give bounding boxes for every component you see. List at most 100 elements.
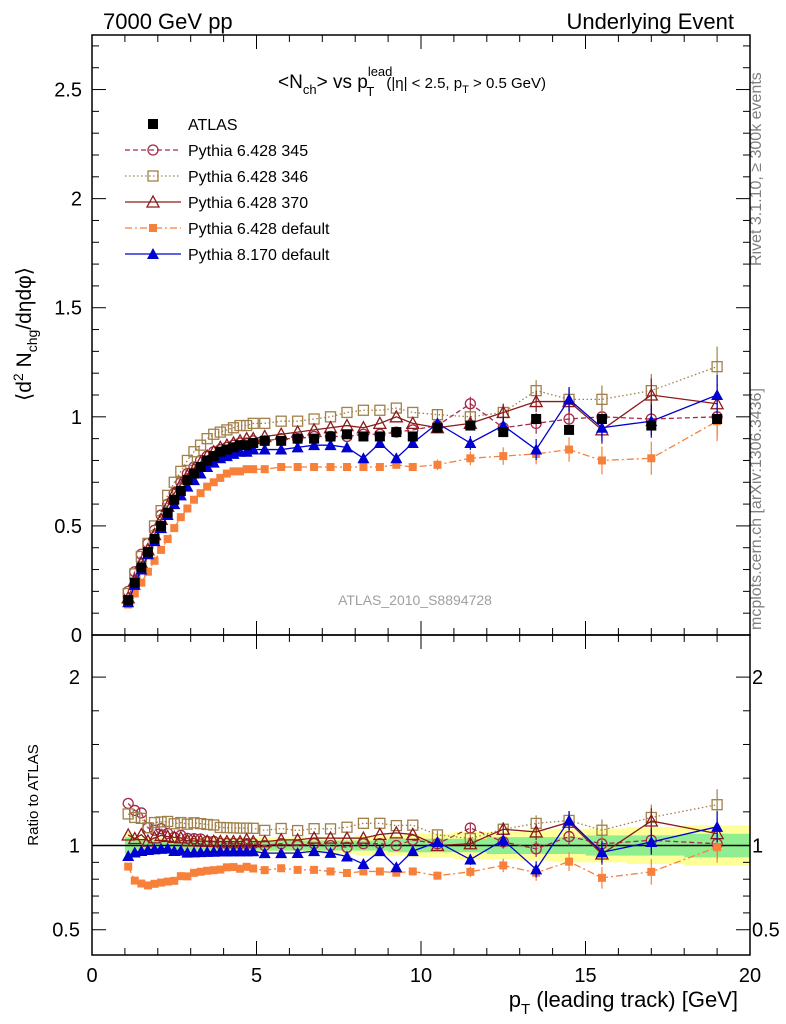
ratio-point (163, 877, 172, 886)
ratio-point (236, 864, 245, 873)
data-point (407, 431, 418, 442)
ratio-point (143, 881, 152, 890)
ratio-point (357, 817, 370, 829)
mc-point (150, 556, 159, 565)
mc-point (406, 437, 419, 448)
mc-point (221, 424, 233, 436)
ratio-point (170, 876, 179, 885)
data-point (142, 547, 153, 558)
y-tick-label: 1 (71, 407, 82, 429)
ratio-point (153, 828, 169, 842)
ratio-point (258, 847, 271, 859)
ratio-point (597, 873, 606, 882)
ratio-point (122, 850, 135, 862)
legend-label: Pythia 6.428 345 (188, 143, 308, 160)
ratio-point (372, 827, 387, 841)
data-point (221, 444, 232, 455)
mc-point (359, 463, 368, 471)
mc-point (275, 443, 288, 455)
mc-point (291, 441, 304, 453)
xlabel: pT (leading track) [GeV] (509, 987, 738, 1018)
series-line-2 (127, 366, 718, 594)
ratio-point (390, 839, 402, 852)
mc-point (407, 406, 419, 419)
ratio-point (375, 867, 384, 876)
ratio-point (291, 824, 304, 837)
mc-point (464, 398, 477, 410)
data-point (358, 431, 369, 442)
x-tick-label: 15 (574, 965, 596, 987)
mc-point (433, 460, 442, 469)
ratio-point (147, 830, 162, 844)
ratio-point (407, 819, 419, 831)
ratio-point (175, 816, 187, 829)
mc-point (203, 482, 212, 491)
main-panel-content (121, 346, 725, 609)
analysis-id: ATLAS_2010_S8894728 (338, 592, 492, 608)
mc-point (247, 417, 259, 430)
y-tick-label: 0.5 (54, 516, 82, 538)
mc-point (529, 394, 544, 408)
ratio-point (157, 878, 166, 887)
ratio-point (390, 861, 403, 873)
ratio-point (466, 867, 475, 876)
ratio-point (229, 863, 238, 872)
mc-point (711, 389, 724, 400)
ratio-point (257, 834, 272, 848)
data-point (325, 431, 336, 442)
ratio-point (340, 850, 353, 862)
ratio-point (406, 845, 419, 857)
y-tick-label: 1.5 (54, 298, 82, 320)
ratio-point (357, 858, 370, 870)
ratio-point (595, 846, 608, 858)
mc-point (176, 513, 185, 522)
ratio-point (647, 867, 656, 876)
mc-point (249, 465, 258, 474)
mc-point (227, 422, 240, 434)
ratio-point (183, 872, 192, 881)
x-tick-label: 20 (739, 965, 761, 987)
ratio-point (203, 866, 212, 875)
legend: ATLAS Pythia 6.428 345 Pythia 6.428 346 Pyt… (125, 117, 330, 264)
ratio-point (137, 879, 146, 888)
ratio-point (194, 818, 207, 830)
mc-point (234, 419, 246, 432)
ratio-point (227, 822, 240, 834)
mc-point (711, 360, 723, 373)
data-point (149, 534, 160, 544)
mc-point (372, 416, 387, 430)
ratio-point (405, 827, 420, 841)
ratio-point (326, 867, 335, 876)
x-tick-label: 10 (410, 965, 432, 987)
ratio-point (208, 819, 220, 831)
legend-marker (147, 144, 159, 156)
mc-point (326, 463, 335, 471)
legend-label: Pythia 8.170 default (188, 247, 330, 264)
mc-point (308, 439, 321, 451)
data-point (248, 438, 259, 448)
mc-point (277, 463, 286, 471)
ratio-point (234, 822, 246, 834)
ratio-point (339, 830, 355, 844)
mc-point (563, 393, 576, 405)
ratio-point (275, 847, 288, 859)
ratio-y-tick-label: 2 (69, 667, 80, 689)
data-point (129, 577, 140, 588)
ratio-point (150, 879, 159, 888)
data-point (465, 420, 476, 431)
data-point (531, 414, 542, 424)
ratio-point (389, 825, 404, 839)
ratio-point (201, 818, 213, 831)
mc-point (259, 417, 271, 430)
ratio-point (127, 831, 142, 845)
ratio-point (392, 868, 401, 877)
mc-point (499, 452, 508, 461)
ratio-point (645, 836, 658, 848)
data-point (162, 507, 173, 518)
data-point (202, 455, 213, 466)
mc-point (405, 416, 420, 430)
data-point (276, 435, 287, 446)
ratio-point (308, 845, 321, 857)
y-tick-label: 2 (71, 189, 82, 211)
header-right: Underlying Event (566, 9, 734, 34)
